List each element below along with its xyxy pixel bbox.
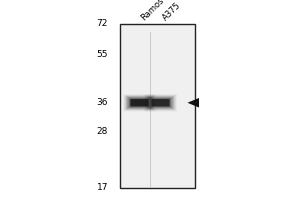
Text: 55: 55 [97,50,108,59]
Text: 28: 28 [97,127,108,136]
FancyBboxPatch shape [130,99,149,106]
Text: 17: 17 [97,184,108,192]
FancyBboxPatch shape [146,95,176,110]
FancyBboxPatch shape [129,98,150,107]
FancyBboxPatch shape [150,98,171,107]
FancyBboxPatch shape [127,97,152,108]
FancyBboxPatch shape [147,96,174,109]
FancyBboxPatch shape [124,95,155,110]
Text: A375: A375 [160,0,182,22]
Text: 72: 72 [97,19,108,28]
FancyBboxPatch shape [148,97,173,108]
Text: 36: 36 [97,98,108,107]
Bar [120,24,195,188]
FancyBboxPatch shape [126,96,153,109]
FancyBboxPatch shape [152,99,170,106]
Text: Ramos: Ramos [140,0,166,22]
Polygon shape [188,98,199,108]
